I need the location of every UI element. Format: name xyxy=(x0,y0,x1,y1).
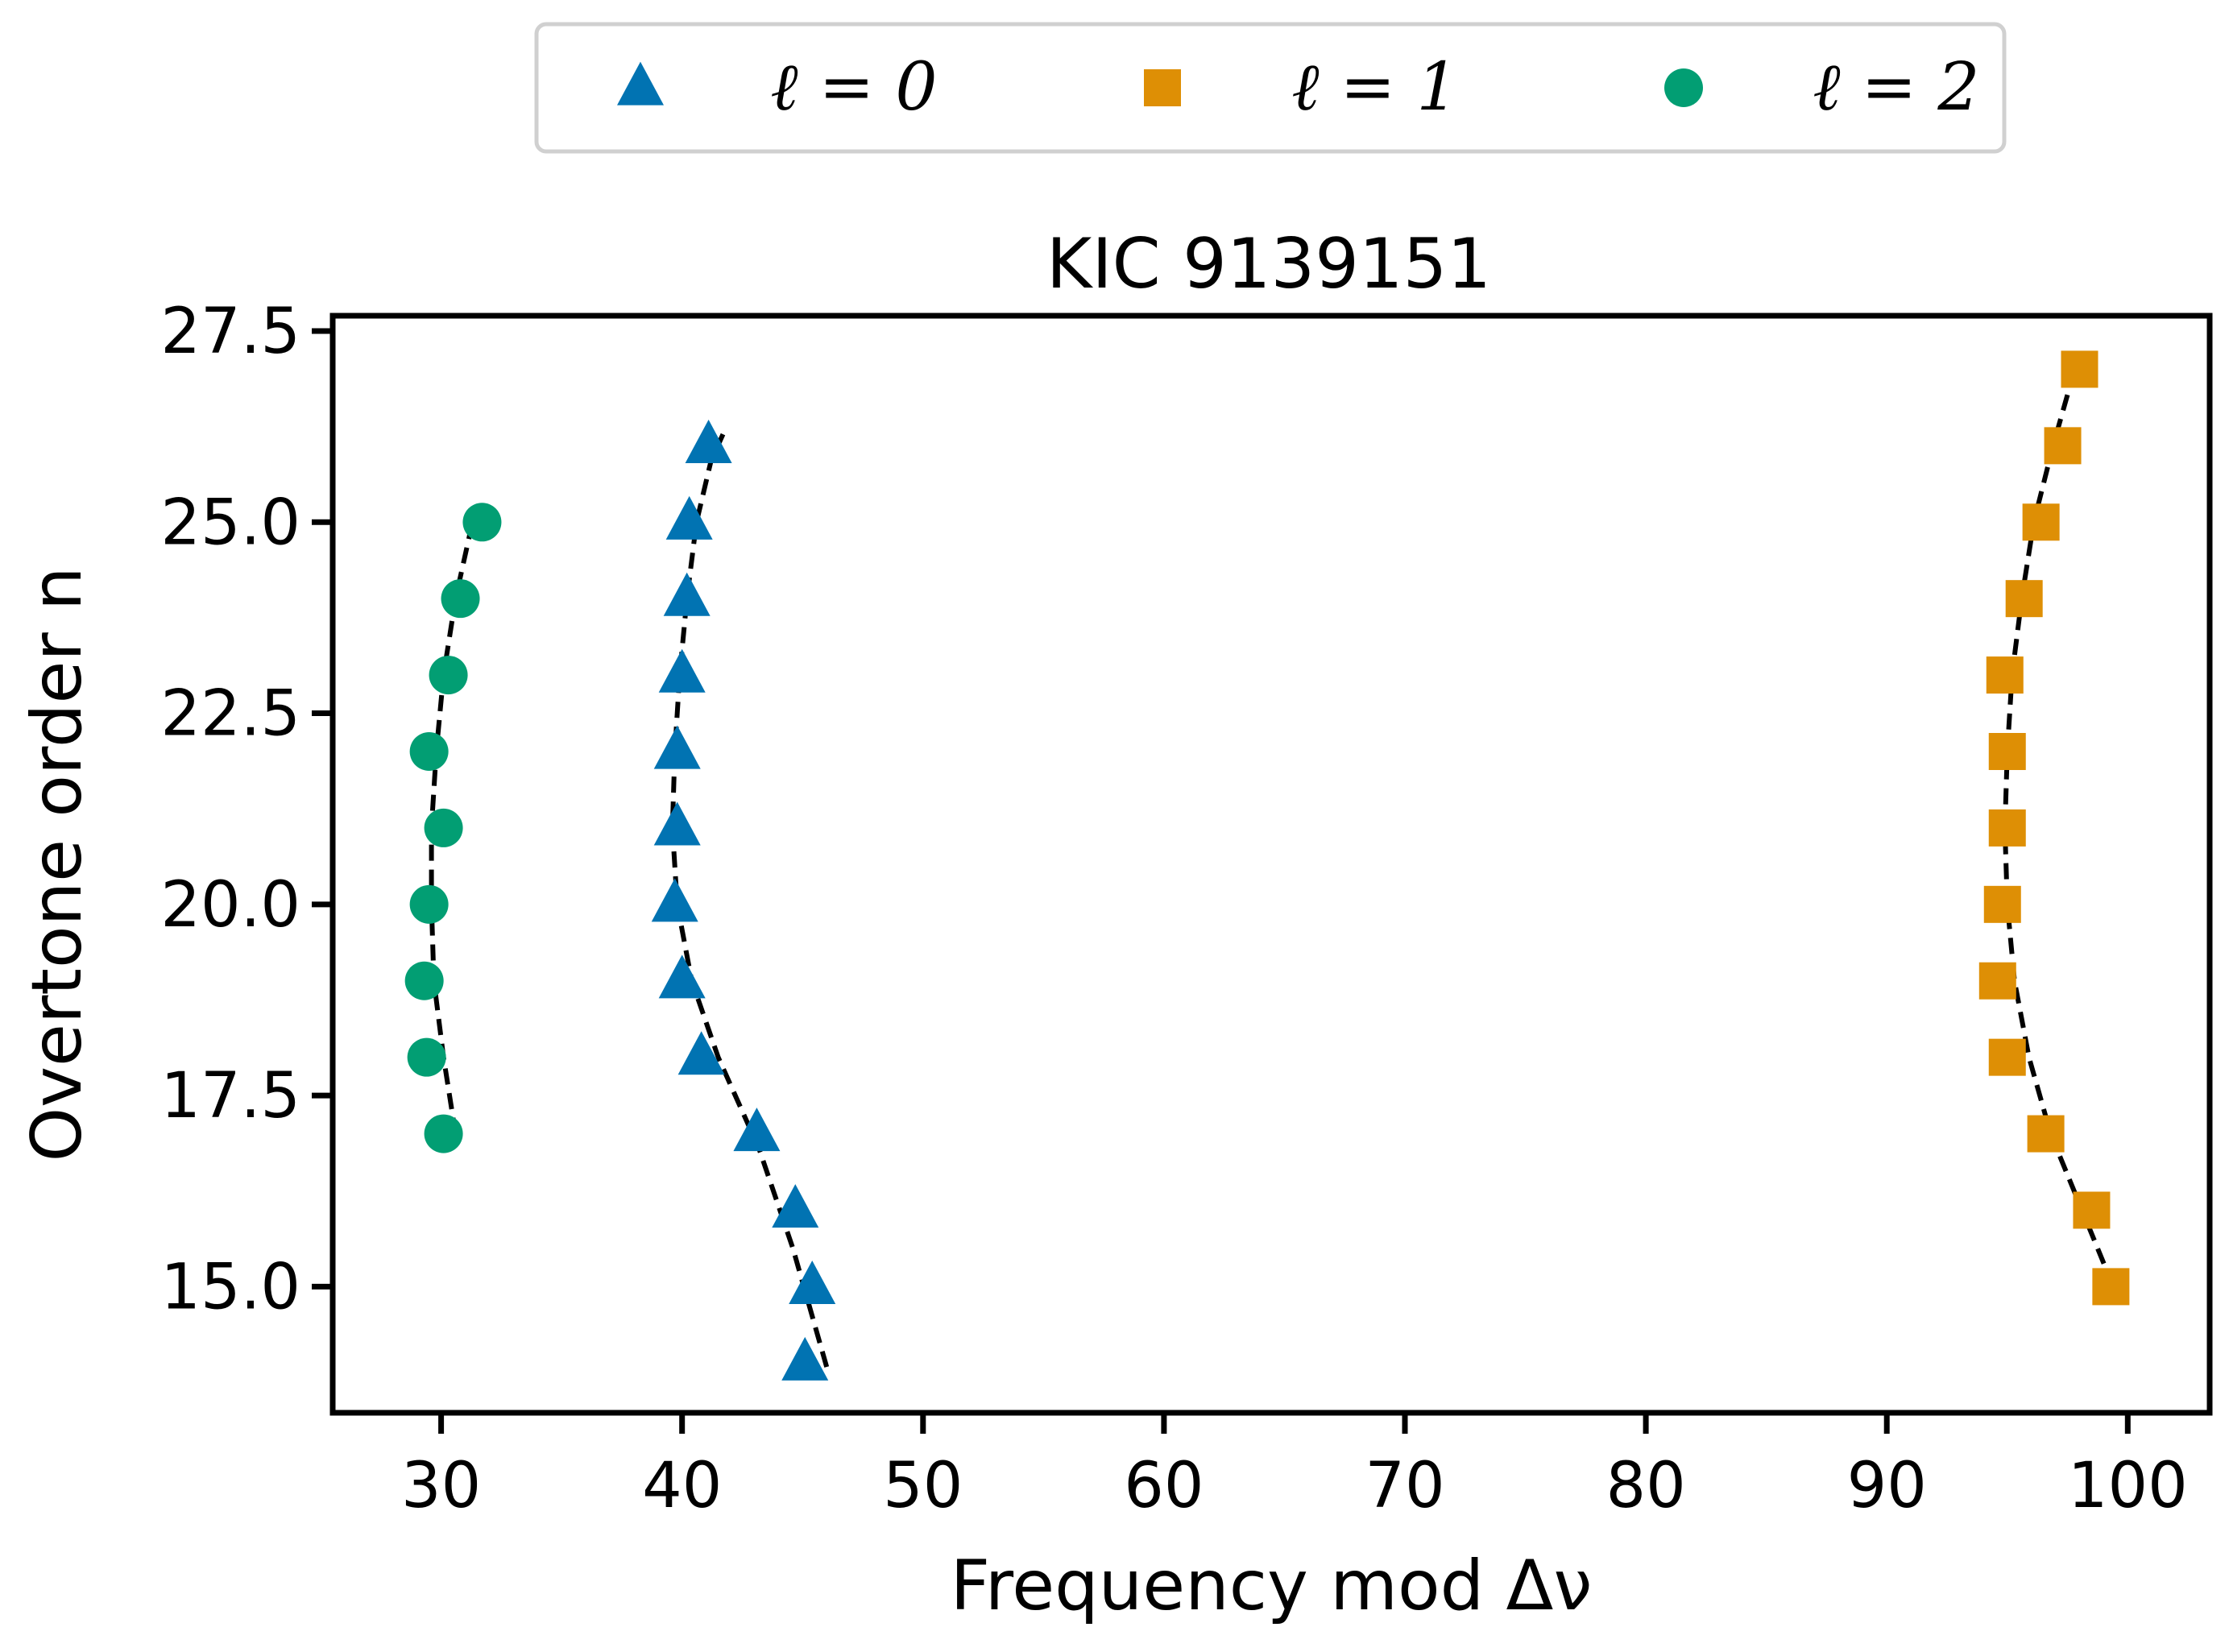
data-point-series-1 xyxy=(2005,580,2043,618)
data-point-series-2 xyxy=(404,961,444,1000)
data-point-series-2 xyxy=(407,1037,446,1077)
x-tick-label: 100 xyxy=(2068,1450,2188,1522)
legend-label: ℓ = 0 xyxy=(770,49,937,126)
x-tick-label: 80 xyxy=(1605,1450,1685,1522)
data-point-series-1 xyxy=(2061,350,2098,388)
legend-frame xyxy=(534,22,2007,154)
data-point-series-0 xyxy=(685,419,732,463)
data-point-series-0 xyxy=(665,495,713,540)
data-point-series-1 xyxy=(1978,962,2016,1000)
y-axis: 15.0 17.5 20.0 22.5 25.0 27.5 xyxy=(160,296,333,1323)
data-point-series-1 xyxy=(2073,1191,2111,1229)
legend-marker-series-0 xyxy=(617,61,664,106)
data-point-series-2 xyxy=(409,732,449,772)
data-point-series-1 xyxy=(2022,503,2060,541)
x-axis: 30 40 50 60 70 80 90 100 xyxy=(401,1413,2188,1522)
data-point-series-0 xyxy=(663,572,711,616)
x-tick-label: 30 xyxy=(401,1450,481,1522)
y-tick-label: 22.5 xyxy=(160,678,300,751)
legend-label: ℓ = 1 xyxy=(1291,49,1458,126)
y-tick-label: 25.0 xyxy=(160,486,300,559)
data-point-series-1 xyxy=(2044,427,2082,465)
data-point-series-1 xyxy=(1983,885,2021,923)
data-point-series-0 xyxy=(772,1184,819,1228)
data-point-series-2 xyxy=(441,579,480,619)
data-point-series-2 xyxy=(409,884,449,924)
data-point-series-2 xyxy=(462,503,502,542)
data-point-series-0 xyxy=(653,801,701,846)
plot-frame xyxy=(329,313,2213,1416)
data-point-series-0 xyxy=(658,648,706,693)
data-point-series-1 xyxy=(1988,1038,2026,1076)
y-tick-label: 15.0 xyxy=(160,1251,300,1323)
data-point-series-2 xyxy=(424,808,463,847)
data-point-series-0 xyxy=(781,1336,829,1381)
data-point-series-1 xyxy=(1988,809,2026,847)
y-axis-label: Overtone order n xyxy=(17,566,97,1161)
legend-marker-series-1 xyxy=(1144,69,1181,106)
legend-label: ℓ = 2 xyxy=(1813,49,1979,126)
data-point-series-0 xyxy=(651,878,698,922)
chart-title: KIC 9139151 xyxy=(1046,224,1491,304)
x-tick-label: 70 xyxy=(1365,1450,1444,1522)
data-point-series-0 xyxy=(733,1108,781,1152)
plot-area xyxy=(329,313,2213,1416)
data-point-series-1 xyxy=(1988,733,2026,771)
data-point-series-0 xyxy=(653,725,701,769)
data-point-series-1 xyxy=(2027,1115,2065,1153)
data-point-series-1 xyxy=(1986,656,2024,694)
y-tick-label: 17.5 xyxy=(160,1060,300,1132)
x-tick-label: 40 xyxy=(642,1450,722,1522)
legend-marker-series-2 xyxy=(1664,68,1703,107)
y-tick-label: 20.0 xyxy=(160,869,300,942)
data-point-series-2 xyxy=(429,656,468,695)
data-point-series-0 xyxy=(789,1260,836,1304)
x-axis-label: Frequency mod Δν xyxy=(951,1546,1593,1626)
x-tick-label: 50 xyxy=(883,1450,963,1522)
x-tick-label: 60 xyxy=(1124,1450,1204,1522)
y-tick-label: 27.5 xyxy=(160,296,300,368)
legend: ℓ = 0 ℓ = 1 ℓ = 2 xyxy=(534,22,2007,154)
x-tick-label: 90 xyxy=(1847,1450,1927,1522)
data-point-series-1 xyxy=(2092,1268,2130,1306)
data-point-series-2 xyxy=(424,1114,463,1153)
data-point-series-0 xyxy=(677,1031,725,1075)
data-point-series-0 xyxy=(658,954,706,999)
